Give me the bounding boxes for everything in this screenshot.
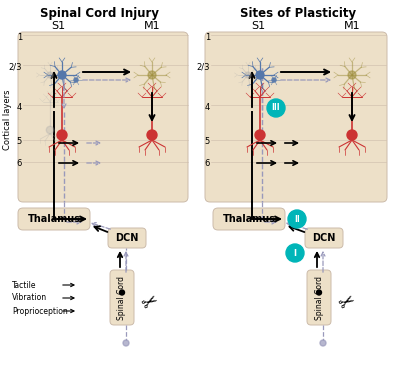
Text: ✂: ✂ xyxy=(138,290,162,315)
Text: S1: S1 xyxy=(251,21,265,31)
FancyBboxPatch shape xyxy=(108,228,146,248)
Text: 5: 5 xyxy=(17,138,22,147)
Text: 2/3: 2/3 xyxy=(196,62,210,71)
Circle shape xyxy=(272,78,276,82)
FancyBboxPatch shape xyxy=(305,228,343,248)
Text: 1: 1 xyxy=(17,33,22,42)
Circle shape xyxy=(347,130,357,140)
Text: 6: 6 xyxy=(17,160,22,169)
Text: III: III xyxy=(272,104,280,113)
Text: 6: 6 xyxy=(205,160,210,169)
Text: ✂: ✂ xyxy=(335,290,359,315)
Text: Cortical layers: Cortical layers xyxy=(4,90,12,150)
Text: Spinal Cord: Spinal Cord xyxy=(118,276,126,319)
Text: 4: 4 xyxy=(17,102,22,112)
Circle shape xyxy=(120,290,124,295)
Circle shape xyxy=(147,130,157,140)
FancyBboxPatch shape xyxy=(18,208,90,230)
FancyBboxPatch shape xyxy=(307,270,331,325)
Circle shape xyxy=(123,340,129,346)
Text: 5: 5 xyxy=(205,138,210,147)
Text: DCN: DCN xyxy=(115,233,139,243)
Text: M1: M1 xyxy=(344,21,360,31)
Circle shape xyxy=(288,210,306,228)
Circle shape xyxy=(286,244,304,262)
Circle shape xyxy=(316,290,322,295)
Text: M1: M1 xyxy=(144,21,160,31)
Text: Tactile: Tactile xyxy=(12,280,36,290)
Text: Sites of Plasticity: Sites of Plasticity xyxy=(240,6,356,20)
Text: I: I xyxy=(294,248,296,257)
Circle shape xyxy=(255,130,265,140)
Text: Thalamus: Thalamus xyxy=(222,214,276,224)
Text: 1: 1 xyxy=(205,33,210,42)
Text: Vibration: Vibration xyxy=(12,293,47,302)
Circle shape xyxy=(148,71,156,79)
Text: II: II xyxy=(294,214,300,223)
Circle shape xyxy=(256,71,264,79)
Circle shape xyxy=(46,126,54,134)
Circle shape xyxy=(267,99,285,117)
Text: Spinal Cord: Spinal Cord xyxy=(314,276,324,319)
Circle shape xyxy=(245,72,251,78)
Text: S1: S1 xyxy=(51,21,65,31)
Text: 2/3: 2/3 xyxy=(8,62,22,71)
Circle shape xyxy=(348,71,356,79)
Text: Proprioception: Proprioception xyxy=(12,307,68,316)
FancyBboxPatch shape xyxy=(110,270,134,325)
Circle shape xyxy=(320,340,326,346)
Text: Thalamus: Thalamus xyxy=(28,214,80,224)
FancyBboxPatch shape xyxy=(18,32,188,202)
Text: 4: 4 xyxy=(205,102,210,112)
Circle shape xyxy=(58,71,66,79)
Text: DCN: DCN xyxy=(312,233,336,243)
Circle shape xyxy=(57,130,67,140)
Text: Spinal Cord Injury: Spinal Cord Injury xyxy=(40,6,160,20)
Circle shape xyxy=(74,78,78,82)
FancyBboxPatch shape xyxy=(205,32,387,202)
Circle shape xyxy=(47,72,53,78)
FancyBboxPatch shape xyxy=(213,208,285,230)
